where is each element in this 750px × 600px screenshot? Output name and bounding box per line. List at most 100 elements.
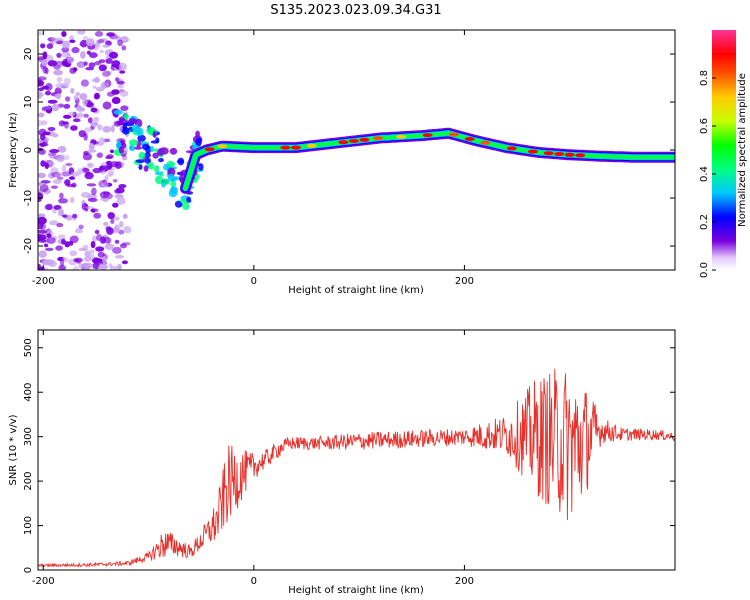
noise-blob	[118, 184, 127, 189]
x-tick-label: 200	[455, 276, 474, 287]
snr-background	[38, 330, 675, 570]
noise-blob	[119, 90, 129, 97]
transition-blob	[180, 199, 185, 203]
x-tick-label: -200	[32, 276, 55, 287]
transition-blob	[195, 137, 202, 147]
colorbar-tick-label: 0.4	[699, 166, 710, 182]
transition-blob	[128, 118, 138, 125]
noise-blob	[83, 127, 93, 133]
noise-blob	[48, 161, 55, 166]
noise-blob	[80, 51, 86, 59]
noise-blob	[107, 212, 115, 220]
noise-blob	[78, 247, 87, 252]
noise-blob	[108, 51, 119, 59]
transition-blob	[113, 109, 124, 115]
noise-blob	[38, 92, 42, 97]
noise-blob	[102, 70, 111, 77]
spectrogram-marks	[38, 30, 675, 270]
noise-blob	[106, 154, 114, 159]
noise-blob	[63, 103, 71, 109]
transition-blob	[137, 134, 146, 142]
transition-blob	[118, 117, 125, 121]
noise-blob	[104, 243, 115, 250]
noise-blob	[56, 155, 65, 162]
ridge-hotspot	[291, 145, 301, 150]
noise-blob	[77, 263, 85, 269]
noise-blob	[96, 152, 104, 158]
noise-blob	[106, 160, 112, 165]
noise-blob	[80, 79, 89, 87]
ridge-hotspot	[280, 145, 291, 150]
noise-blob	[114, 189, 122, 194]
noise-blob	[56, 76, 63, 83]
noise-blob	[72, 266, 79, 270]
noise-blob	[92, 140, 99, 145]
noise-blob	[38, 250, 47, 258]
noise-blob	[65, 163, 73, 166]
noise-blob	[79, 39, 88, 48]
noise-blob	[86, 183, 97, 187]
y-tick-label: 10	[23, 96, 34, 109]
noise-blob	[70, 87, 75, 94]
colorbar-tick-label: 0.0	[699, 262, 710, 278]
noise-blob	[98, 264, 109, 270]
noise-blob	[92, 85, 97, 89]
y-tick-label: -10	[23, 190, 34, 206]
transition-blob	[122, 127, 130, 135]
noise-blob	[88, 249, 95, 254]
noise-blob	[94, 229, 100, 235]
noise-blob	[83, 262, 94, 269]
snr-panel: -200 0 200 0 100 200 300 400 500 Height of strai…	[8, 329, 676, 596]
ridge-hotspot	[204, 147, 215, 152]
transition-blob	[143, 165, 149, 172]
transition-blob	[129, 144, 134, 151]
ridge-hotspot	[359, 137, 370, 142]
y-tick-label: 0	[23, 567, 34, 573]
noise-blob	[97, 39, 104, 44]
x-tick-label: 0	[251, 276, 257, 287]
noise-blob	[69, 67, 77, 74]
transition-blob	[150, 146, 154, 152]
noise-blob	[57, 234, 66, 240]
noise-blob	[88, 143, 95, 151]
noise-blob	[58, 198, 68, 204]
noise-blob	[112, 246, 122, 254]
transition-blob	[162, 178, 171, 185]
noise-blob	[69, 39, 76, 43]
noise-blob	[77, 168, 84, 175]
noise-blob	[51, 103, 60, 112]
noise-blob	[64, 96, 71, 102]
noise-blob	[71, 46, 80, 54]
x-tick-label: 200	[455, 576, 474, 587]
snr-ticks: -200 0 200 0 100 200 300 400 500	[23, 330, 675, 587]
noise-blob	[121, 260, 128, 265]
noise-blob	[94, 92, 100, 100]
noise-blob	[38, 76, 47, 81]
noise-blob	[70, 125, 78, 131]
noise-blob	[103, 221, 109, 226]
noise-blob	[43, 243, 49, 248]
noise-blob	[94, 77, 100, 83]
transition-blob	[153, 165, 160, 173]
noise-blob	[38, 213, 46, 219]
snr-series-line	[38, 368, 675, 568]
noise-blob	[48, 220, 59, 226]
noise-blob	[114, 224, 120, 233]
noise-blob	[90, 107, 98, 113]
noise-blob	[90, 121, 99, 127]
noise-blob	[121, 242, 131, 246]
transition-blob	[170, 186, 179, 194]
y-tick-label: 100	[23, 516, 34, 535]
noise-blob	[78, 130, 86, 138]
noise-blob	[90, 241, 96, 249]
spectrogram-xlabel: Height of straight line (km)	[288, 285, 424, 296]
noise-blob	[94, 61, 102, 66]
noise-blob	[117, 39, 123, 47]
noise-blob	[56, 176, 64, 180]
snr-frame	[37, 329, 676, 571]
noise-blob	[52, 179, 63, 185]
noise-blob	[112, 179, 118, 183]
noise-blob	[115, 254, 124, 259]
transition-blob	[146, 126, 155, 135]
transition-blob	[170, 162, 176, 166]
